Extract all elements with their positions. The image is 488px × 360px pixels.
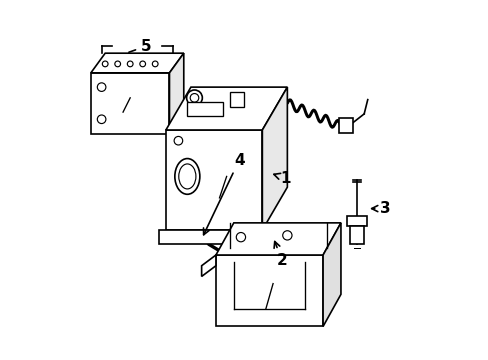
Bar xyxy=(230,93,244,107)
Circle shape xyxy=(140,61,145,67)
Polygon shape xyxy=(216,255,323,327)
Bar xyxy=(91,73,169,134)
Text: 4: 4 xyxy=(203,153,244,235)
Text: 2: 2 xyxy=(274,242,287,268)
Polygon shape xyxy=(262,87,287,230)
Circle shape xyxy=(127,61,133,67)
Polygon shape xyxy=(216,223,340,255)
Polygon shape xyxy=(169,53,183,134)
Bar xyxy=(349,226,364,244)
Bar xyxy=(187,102,223,116)
Ellipse shape xyxy=(179,164,196,189)
Ellipse shape xyxy=(175,158,200,194)
Circle shape xyxy=(186,90,202,106)
Circle shape xyxy=(152,61,158,67)
Polygon shape xyxy=(159,230,269,244)
Circle shape xyxy=(102,61,108,67)
Bar xyxy=(165,130,262,230)
Circle shape xyxy=(236,233,245,242)
Polygon shape xyxy=(201,255,216,276)
Text: 1: 1 xyxy=(273,171,290,186)
Circle shape xyxy=(115,61,121,67)
Bar xyxy=(339,118,352,133)
Circle shape xyxy=(282,231,291,240)
Circle shape xyxy=(97,83,106,91)
Polygon shape xyxy=(91,53,183,73)
Bar xyxy=(346,216,366,226)
Polygon shape xyxy=(165,87,287,130)
Circle shape xyxy=(190,94,198,102)
Polygon shape xyxy=(323,223,340,327)
Text: 3: 3 xyxy=(371,201,390,216)
Text: 5: 5 xyxy=(129,39,151,54)
Circle shape xyxy=(97,115,106,123)
Circle shape xyxy=(174,136,183,145)
